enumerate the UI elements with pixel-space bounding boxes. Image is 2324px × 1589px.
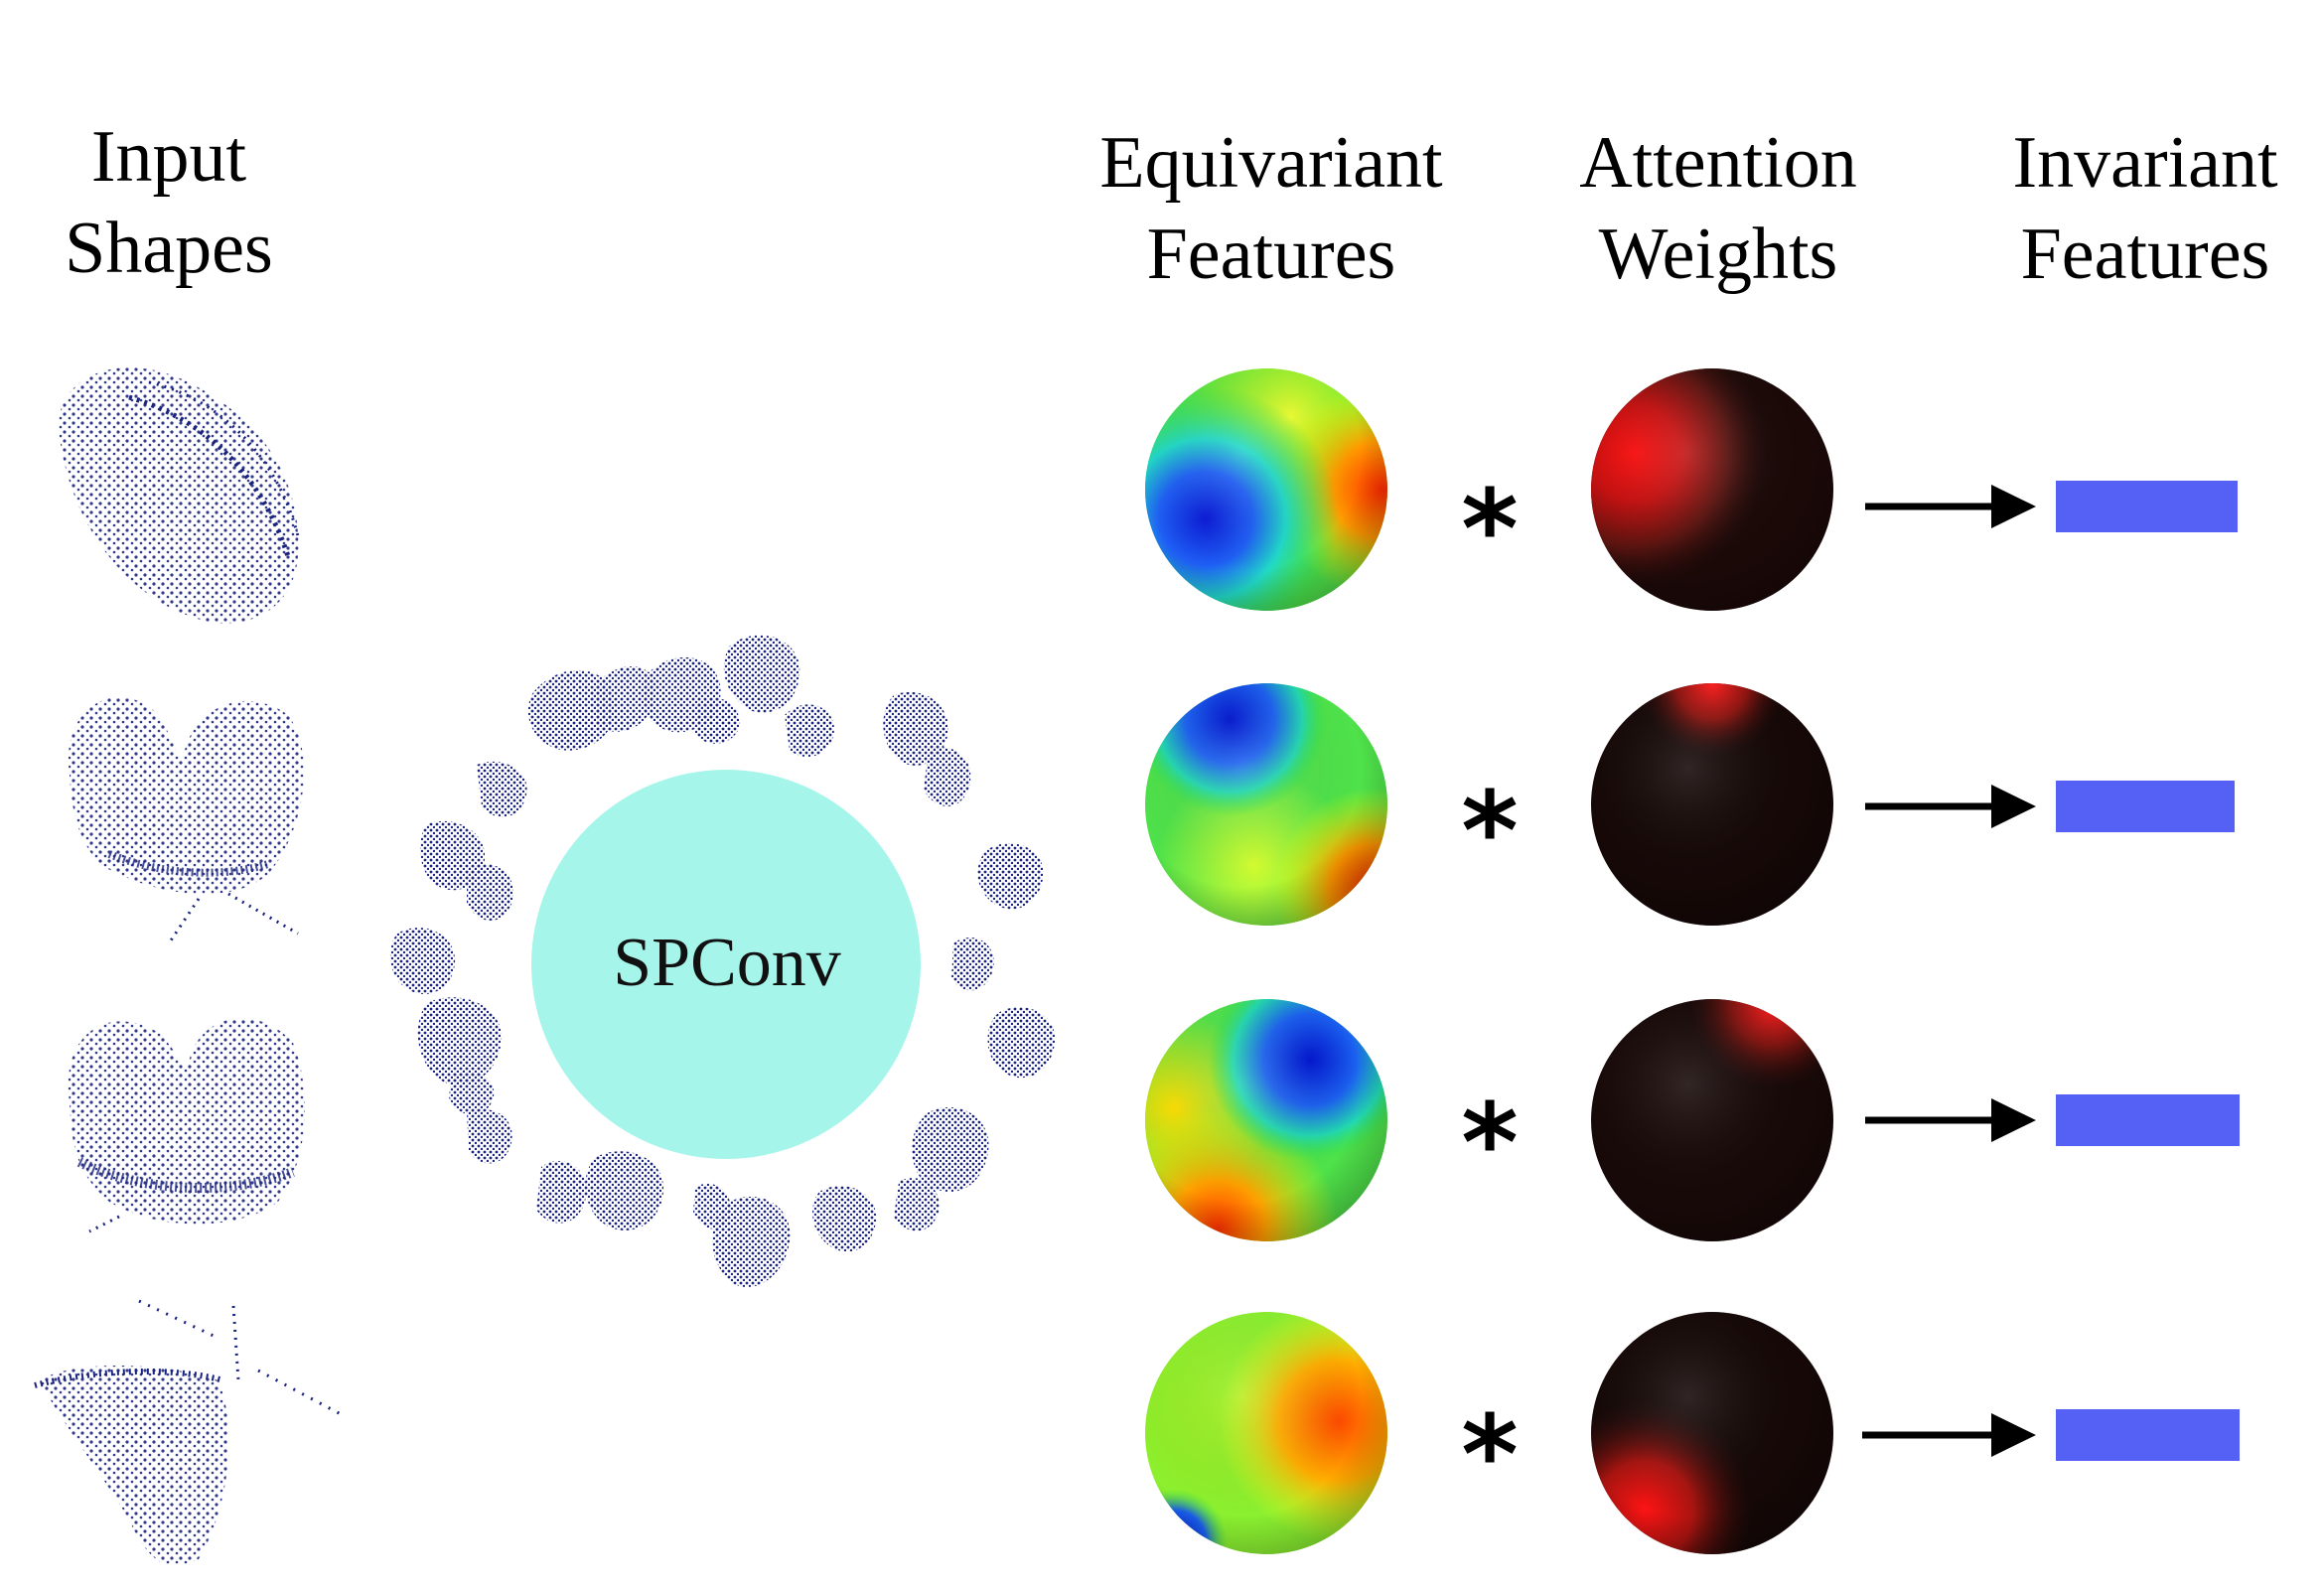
- attention-sphere-3: [1591, 999, 1833, 1241]
- rotated-shape-7: [951, 938, 994, 991]
- equivariant-sphere-3: [1145, 999, 1387, 1241]
- header-invariant-line1: Invariant: [2012, 122, 2278, 204]
- input-shape-3: [68, 1018, 305, 1233]
- input-shape-4: [34, 1299, 344, 1566]
- attention-sphere-2: [1591, 683, 1833, 926]
- header-equivariant-line2: Features: [1146, 214, 1396, 295]
- header-equivariant-line1: Equivariant: [1099, 122, 1443, 204]
- rotated-shape-12: [536, 1151, 664, 1230]
- rotated-shape-10: [812, 1186, 877, 1252]
- rotated-shape-6: [977, 843, 1044, 910]
- equivariant-sphere-2: [1145, 683, 1387, 926]
- operator-row-1: *: [1461, 466, 1519, 593]
- operator-row-4: *: [1461, 1391, 1519, 1518]
- arrow-row-1: [1865, 485, 2036, 528]
- rotated-shape-8: [987, 1007, 1056, 1079]
- rotated-shape-15: [390, 928, 456, 994]
- spconv-ring: [390, 635, 1056, 1288]
- spconv-label: SPConv: [613, 925, 841, 1001]
- rotated-shape-13: [467, 1108, 512, 1164]
- rotated-shape-11: [693, 1183, 791, 1288]
- equivariant-sphere-4: [1145, 1312, 1387, 1554]
- header-attention-weights: Attention Weights: [1529, 117, 1907, 300]
- header-input-line2: Shapes: [65, 208, 273, 289]
- rotated-shape-1: [527, 666, 656, 751]
- operator-row-2: *: [1461, 768, 1519, 895]
- header-attention-line1: Attention: [1579, 122, 1857, 204]
- arrow-row-3: [1865, 1098, 2036, 1142]
- rotated-shape-14: [417, 997, 502, 1115]
- spconv-circle: [531, 770, 921, 1159]
- rotated-shape-17: [477, 761, 527, 817]
- header-input-line1: Input: [90, 116, 247, 198]
- attention-sphere-4: [1591, 1312, 1833, 1554]
- rotated-shape-9: [894, 1106, 989, 1231]
- arrow-row-4: [1862, 1413, 2036, 1457]
- operator-row-3: *: [1461, 1080, 1519, 1207]
- arrow-row-2: [1865, 785, 2036, 828]
- invariant-bar-4: [2056, 1409, 2240, 1461]
- header-input-shapes: Input Shapes: [20, 111, 318, 294]
- rotated-shape-3: [695, 635, 800, 744]
- header-invariant-features: Invariant Features: [1976, 117, 2314, 300]
- rotated-shape-5: [883, 691, 971, 806]
- header-equivariant-features: Equivariant Features: [1063, 117, 1480, 300]
- header-invariant-line2: Features: [2020, 214, 2270, 295]
- input-shape-2: [68, 697, 305, 944]
- rotated-shape-4: [785, 704, 834, 758]
- input-shape-1: [59, 367, 300, 624]
- invariant-bar-2: [2056, 781, 2235, 832]
- header-attention-line2: Weights: [1598, 214, 1838, 295]
- equivariant-sphere-1: [1145, 368, 1387, 611]
- invariant-bar-1: [2056, 481, 2238, 532]
- attention-sphere-1: [1591, 368, 1833, 611]
- rotated-shape-16: [420, 820, 513, 921]
- invariant-bar-3: [2056, 1094, 2240, 1146]
